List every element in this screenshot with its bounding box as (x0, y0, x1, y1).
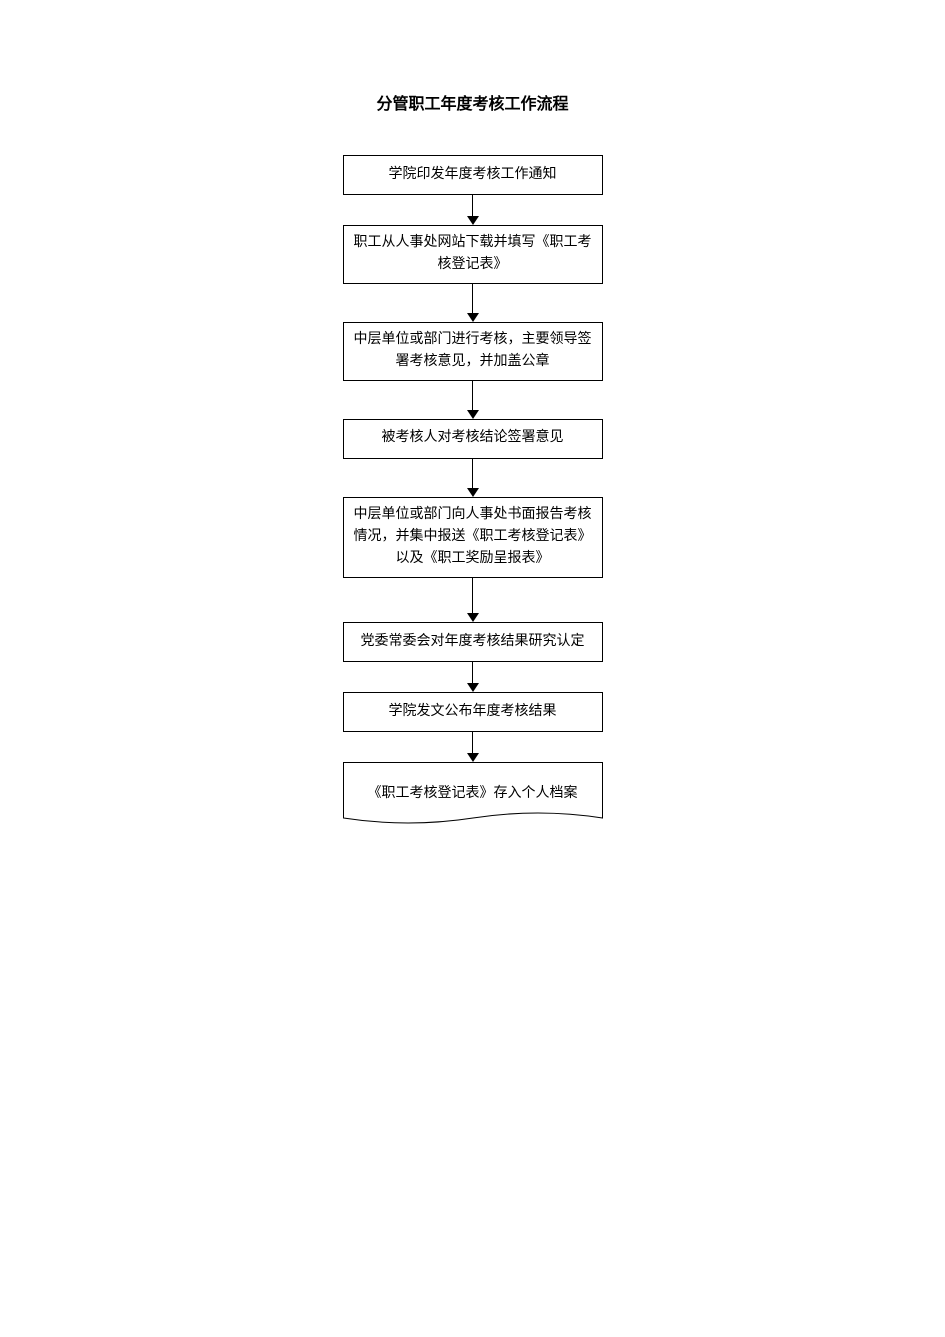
arrow-shaft (472, 284, 474, 313)
arrow-head-icon (467, 613, 479, 622)
flow-node-label: 《职工考核登记表》存入个人档案 (368, 782, 578, 810)
flow-node-label: 党委常委会对年度考核结果研究认定 (361, 631, 585, 653)
flow-node-label: 中层单位或部门进行考核，主要领导签署考核意见，并加盖公章 (354, 329, 592, 374)
flow-node-label: 学院印发年度考核工作通知 (389, 164, 557, 186)
flow-arrow (467, 284, 479, 322)
arrow-head-icon (467, 753, 479, 762)
flow-arrow (467, 578, 479, 622)
flow-arrow (467, 381, 479, 419)
arrow-head-icon (467, 410, 479, 419)
flowchart: 学院印发年度考核工作通知职工从人事处网站下载并填写《职工考核登记表》中层单位或部… (343, 155, 603, 830)
arrow-shaft (472, 381, 474, 410)
flow-node: 学院印发年度考核工作通知 (343, 155, 603, 195)
flow-arrow (467, 732, 479, 762)
flow-node: 党委常委会对年度考核结果研究认定 (343, 622, 603, 662)
arrow-shaft (472, 195, 474, 216)
flow-node: 中层单位或部门向人事处书面报告考核情况，并集中报送《职工考核登记表》以及《职工奖… (343, 497, 603, 578)
flow-node: 职工从人事处网站下载并填写《职工考核登记表》 (343, 225, 603, 284)
arrow-shaft (472, 578, 474, 613)
flow-node-label: 职工从人事处网站下载并填写《职工考核登记表》 (354, 232, 592, 277)
flow-node: 学院发文公布年度考核结果 (343, 692, 603, 732)
arrow-head-icon (467, 313, 479, 322)
flow-node: 被考核人对考核结论签署意见 (343, 419, 603, 459)
arrow-head-icon (467, 216, 479, 225)
flow-node: 中层单位或部门进行考核，主要领导签署考核意见，并加盖公章 (343, 322, 603, 381)
arrow-shaft (472, 662, 474, 683)
flow-node-document: 《职工考核登记表》存入个人档案 (343, 762, 603, 830)
flow-arrow (467, 459, 479, 497)
flow-arrow (467, 195, 479, 225)
flow-node-label: 中层单位或部门向人事处书面报告考核情况，并集中报送《职工考核登记表》以及《职工奖… (354, 504, 592, 571)
arrow-head-icon (467, 683, 479, 692)
arrow-shaft (472, 459, 474, 488)
flow-arrow (467, 662, 479, 692)
flow-node-label: 学院发文公布年度考核结果 (389, 701, 557, 723)
flow-node-label: 被考核人对考核结论签署意见 (382, 427, 564, 449)
arrow-head-icon (467, 488, 479, 497)
page-title: 分管职工年度考核工作流程 (0, 90, 945, 114)
arrow-shaft (472, 732, 474, 753)
